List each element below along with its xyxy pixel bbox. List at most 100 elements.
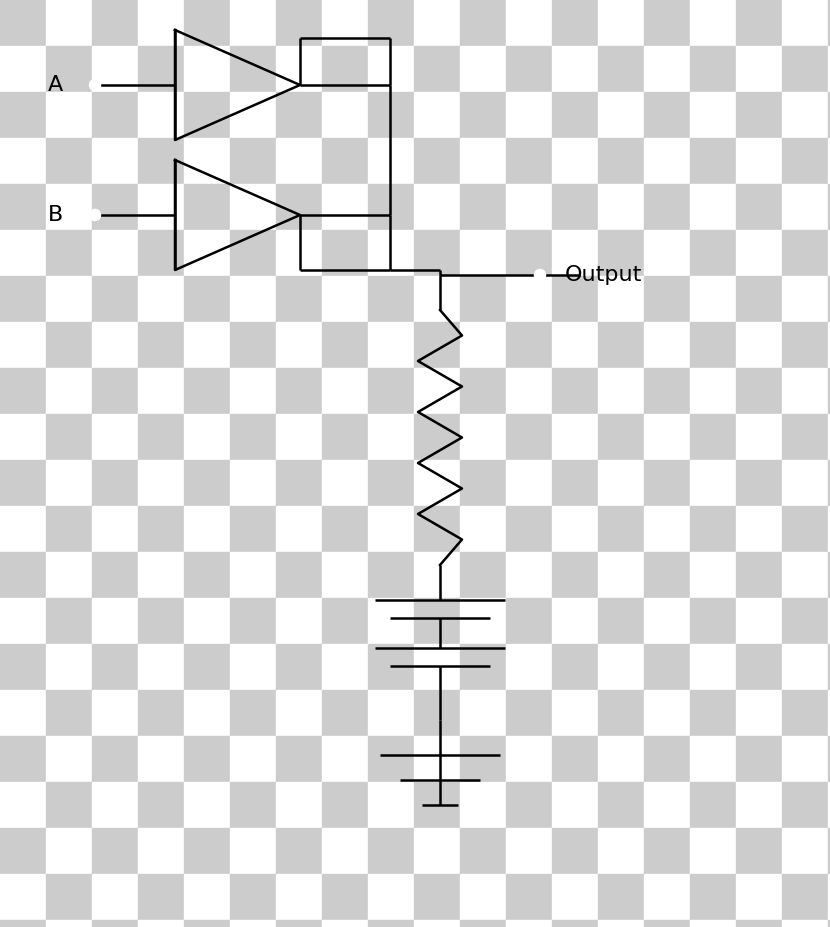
Bar — [644, 184, 690, 230]
Bar — [46, 230, 92, 276]
Bar — [506, 276, 552, 322]
Bar — [276, 552, 322, 598]
Bar — [460, 92, 506, 138]
Bar — [552, 736, 598, 782]
Bar — [230, 506, 276, 552]
Bar — [276, 368, 322, 414]
Bar — [644, 690, 690, 736]
Bar — [552, 782, 598, 828]
Bar — [690, 414, 736, 460]
Bar — [276, 690, 322, 736]
Bar — [782, 322, 828, 368]
Bar — [322, 920, 368, 927]
Bar — [736, 0, 782, 46]
Bar — [368, 644, 414, 690]
Bar — [736, 230, 782, 276]
Bar — [184, 0, 230, 46]
Bar — [552, 690, 598, 736]
Bar — [690, 782, 736, 828]
Bar — [368, 414, 414, 460]
Bar — [690, 644, 736, 690]
Bar — [644, 322, 690, 368]
Bar — [414, 92, 460, 138]
Bar — [0, 644, 46, 690]
Bar — [782, 46, 828, 92]
Bar — [690, 874, 736, 920]
Bar — [230, 920, 276, 927]
Bar — [322, 276, 368, 322]
Bar — [92, 598, 138, 644]
Bar — [184, 230, 230, 276]
Bar — [230, 782, 276, 828]
Bar — [92, 782, 138, 828]
Bar — [0, 782, 46, 828]
Bar — [598, 276, 644, 322]
Bar — [368, 230, 414, 276]
Bar — [414, 0, 460, 46]
Bar — [552, 92, 598, 138]
Bar — [322, 230, 368, 276]
Bar — [368, 138, 414, 184]
Bar — [598, 0, 644, 46]
Bar — [506, 874, 552, 920]
Bar — [46, 0, 92, 46]
Bar — [184, 782, 230, 828]
Bar — [460, 138, 506, 184]
Bar — [0, 920, 46, 927]
Bar — [46, 414, 92, 460]
Bar — [460, 506, 506, 552]
Bar — [690, 276, 736, 322]
Bar — [92, 46, 138, 92]
Bar — [506, 736, 552, 782]
Bar — [690, 0, 736, 46]
Bar — [460, 0, 506, 46]
Bar — [368, 46, 414, 92]
Bar — [138, 138, 184, 184]
Bar — [368, 506, 414, 552]
Bar — [644, 828, 690, 874]
Bar — [92, 736, 138, 782]
Bar — [368, 552, 414, 598]
Bar — [782, 276, 828, 322]
Bar — [598, 460, 644, 506]
Bar — [322, 828, 368, 874]
Bar — [782, 460, 828, 506]
Bar — [506, 690, 552, 736]
Bar — [0, 506, 46, 552]
Bar — [414, 138, 460, 184]
Bar — [460, 46, 506, 92]
Bar — [690, 92, 736, 138]
Bar — [230, 552, 276, 598]
Bar — [138, 460, 184, 506]
Bar — [782, 368, 828, 414]
Bar — [0, 138, 46, 184]
Bar — [414, 736, 460, 782]
Bar — [460, 460, 506, 506]
Bar — [598, 598, 644, 644]
Text: Output: Output — [565, 265, 642, 285]
Bar — [46, 828, 92, 874]
Bar — [828, 552, 830, 598]
Bar — [0, 414, 46, 460]
Bar — [414, 644, 460, 690]
Bar — [184, 184, 230, 230]
Bar — [138, 644, 184, 690]
Bar — [0, 598, 46, 644]
Bar — [322, 460, 368, 506]
Bar — [184, 460, 230, 506]
Bar — [598, 828, 644, 874]
Bar — [184, 920, 230, 927]
Bar — [598, 184, 644, 230]
Bar — [736, 920, 782, 927]
Bar — [184, 322, 230, 368]
Bar — [230, 230, 276, 276]
Bar — [598, 414, 644, 460]
Bar — [552, 920, 598, 927]
Bar — [736, 184, 782, 230]
Bar — [138, 414, 184, 460]
Bar — [92, 920, 138, 927]
Bar — [552, 230, 598, 276]
Bar — [368, 920, 414, 927]
Bar — [230, 414, 276, 460]
Bar — [46, 920, 92, 927]
